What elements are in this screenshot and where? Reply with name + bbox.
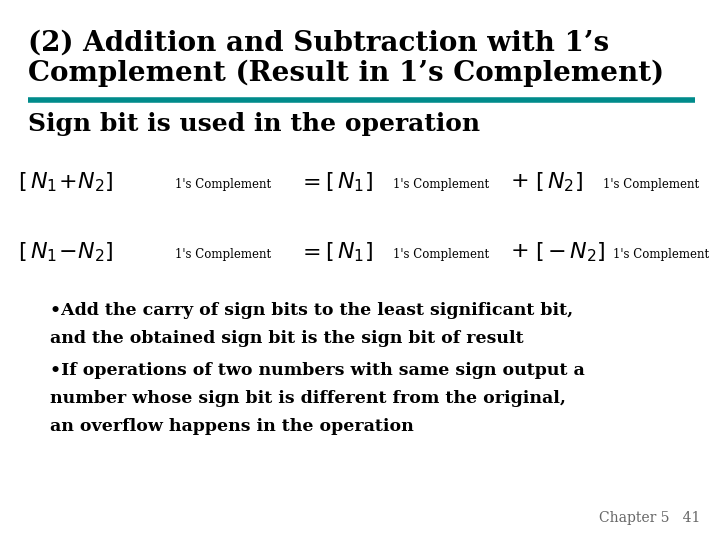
Text: $[\, {-}\, N_2 ]$: $[\, {-}\, N_2 ]$ [535,240,606,264]
Text: $[ \, N_2 ]$: $[ \, N_2 ]$ [535,170,583,194]
Text: Chapter 5   41: Chapter 5 41 [598,511,700,525]
Text: 1's Complement: 1's Complement [175,248,271,261]
Text: 1's Complement: 1's Complement [393,248,489,261]
Text: $[ \, N_1 ]$: $[ \, N_1 ]$ [325,240,373,264]
Text: $=$: $=$ [298,240,320,262]
Text: 1's Complement: 1's Complement [603,178,699,191]
Text: 1's Complement: 1's Complement [393,178,489,191]
Text: an overflow happens in the operation: an overflow happens in the operation [50,418,414,435]
Text: 1's Complement: 1's Complement [613,248,709,261]
Text: $[ \, N_1 ]$: $[ \, N_1 ]$ [325,170,373,194]
Text: (2) Addition and Subtraction with 1’s: (2) Addition and Subtraction with 1’s [28,30,609,57]
Text: $+$: $+$ [510,240,528,262]
Text: 1's Complement: 1's Complement [175,178,271,191]
Text: Sign bit is used in the operation: Sign bit is used in the operation [28,112,480,136]
Text: $[ \, N_1 \!+\! N_2]$: $[ \, N_1 \!+\! N_2]$ [18,170,114,194]
Text: $[ \, N_1 \!-\! N_2]$: $[ \, N_1 \!-\! N_2]$ [18,240,114,264]
Text: •Add the carry of sign bits to the least significant bit,: •Add the carry of sign bits to the least… [50,302,573,319]
Text: number whose sign bit is different from the original,: number whose sign bit is different from … [50,390,566,407]
Text: Complement (Result in 1’s Complement): Complement (Result in 1’s Complement) [28,60,664,87]
Text: •If operations of two numbers with same sign output a: •If operations of two numbers with same … [50,362,585,379]
Text: $=$: $=$ [298,170,320,192]
Text: $+$: $+$ [510,170,528,192]
Text: and the obtained sign bit is the sign bit of result: and the obtained sign bit is the sign bi… [50,330,523,347]
